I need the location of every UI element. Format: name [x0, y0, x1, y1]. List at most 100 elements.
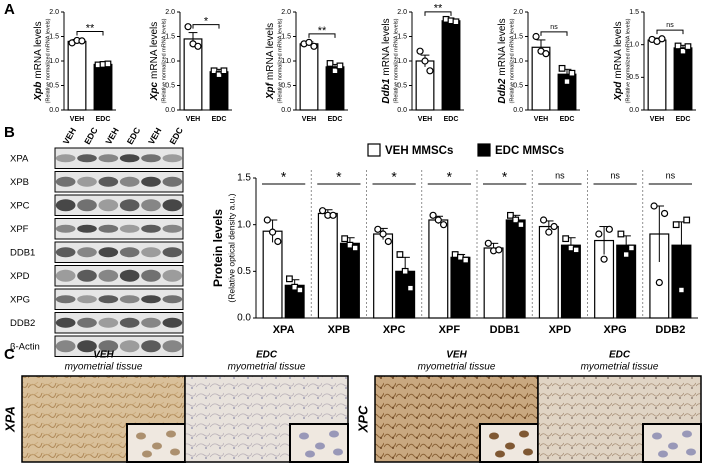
gene-name: Xpf [265, 81, 276, 100]
blot-band [98, 199, 119, 212]
legend-label: VEH MMSCs [385, 145, 453, 157]
nucleus [142, 450, 152, 458]
data-point [351, 244, 359, 252]
blot-band [77, 269, 97, 282]
data-point [650, 202, 658, 210]
data-point [507, 211, 514, 219]
panel-label: C [4, 346, 15, 363]
x-tick-label: XPG [604, 324, 627, 336]
panel-label: B [4, 124, 15, 141]
significance-label: * [391, 169, 397, 185]
y-tick-label: 1.0 [513, 58, 523, 65]
y-tick-label: 1.0 [281, 58, 291, 65]
blot-strip [54, 218, 184, 240]
lane-label: VEH [103, 126, 120, 146]
y-axis-sublabel: (Relative normalized mRNA levels) [625, 18, 631, 103]
x-tick-label: XPC [383, 324, 406, 336]
y-tick-label: 1.0 [237, 219, 251, 230]
y-axis-label-text: mRNA levels [265, 23, 276, 80]
blot-band [77, 295, 97, 304]
y-tick-label: 1.5 [281, 33, 291, 40]
data-point [326, 60, 334, 67]
y-tick-label: 0.0 [513, 107, 523, 114]
blot-band [162, 154, 183, 163]
lane-label: EDC [125, 126, 143, 147]
data-point [379, 230, 387, 238]
blot-band [119, 224, 140, 233]
significance-label: ** [86, 22, 95, 34]
blot-band [141, 199, 161, 212]
blot-band [55, 154, 76, 163]
y-tick-label: 0.0 [49, 107, 59, 114]
histology-image [374, 375, 539, 463]
y-tick-label: 1.5 [513, 33, 523, 40]
data-point [563, 78, 571, 85]
nucleus [686, 448, 696, 456]
blot-band [98, 224, 119, 233]
data-point [336, 62, 344, 70]
y-tick-label: 2.0 [281, 9, 291, 16]
y-tick-label: 2.0 [49, 9, 59, 16]
data-point [452, 18, 460, 26]
y-tick-label: 0.0 [281, 107, 291, 114]
y-axis-label: Ddb2 mRNA levels [497, 18, 508, 103]
blot-band [55, 224, 76, 233]
y-tick-label: 0.5 [237, 266, 251, 277]
blot-band [77, 317, 97, 328]
tissue-label: myometrial tissue [65, 362, 143, 373]
y-axis-label: Xpb mRNA levels [33, 21, 44, 101]
blot-row-label: XPG [10, 294, 30, 305]
blot-band [77, 154, 97, 163]
bar [538, 225, 559, 319]
group-label: VEH [446, 350, 467, 361]
blot-strip [54, 288, 184, 310]
blot-band [77, 224, 97, 233]
data-point [439, 221, 448, 229]
y-axis-label: Protein levels [211, 209, 225, 287]
y-tick-label: 1.5 [165, 33, 175, 40]
blot-band [77, 176, 97, 187]
nucleus [170, 448, 180, 456]
data-point [605, 225, 613, 233]
y-tick-label: 0.5 [281, 82, 291, 89]
nucleus [652, 432, 662, 440]
nucleus [489, 432, 499, 440]
blot-band [55, 340, 76, 353]
data-point [215, 71, 223, 79]
significance-bracket [308, 33, 336, 38]
bar [339, 242, 360, 319]
y-tick-label: 0.5 [397, 82, 407, 89]
y-tick-label: 2.0 [513, 9, 523, 16]
data-point [274, 237, 282, 246]
y-tick-label: 1.5 [629, 9, 639, 16]
nucleus [505, 442, 515, 450]
nucleus [333, 448, 343, 456]
blot-row-label: DDB2 [10, 318, 35, 329]
y-axis-sublabel: (Relative normalized mRNA levels) [45, 18, 51, 103]
data-point [679, 47, 687, 55]
gene-name: Xpc [149, 82, 160, 102]
bar [673, 47, 693, 111]
blot-band [98, 317, 119, 328]
y-tick-label: 0.0 [165, 107, 175, 114]
blot-band [98, 247, 119, 258]
blot-band [162, 247, 183, 258]
group-label: EDC [609, 350, 631, 361]
data-point [331, 67, 339, 75]
y-tick-label: 1.5 [397, 33, 407, 40]
blot-strip [54, 241, 184, 263]
x-tick-label: EDC [560, 116, 575, 123]
y-tick-label: 1.0 [397, 58, 407, 65]
data-point [517, 221, 525, 229]
data-point [384, 237, 392, 246]
data-point [78, 37, 86, 45]
histology-inset [289, 423, 349, 463]
blot-band [162, 224, 183, 233]
data-point [296, 286, 304, 294]
y-tick-label: 1.0 [165, 58, 175, 65]
blot-band [55, 295, 76, 304]
x-tick-label: XPB [328, 324, 351, 336]
lane-label: EDC [82, 126, 100, 147]
gene-name: Xpb [33, 82, 44, 102]
bar [483, 247, 504, 319]
